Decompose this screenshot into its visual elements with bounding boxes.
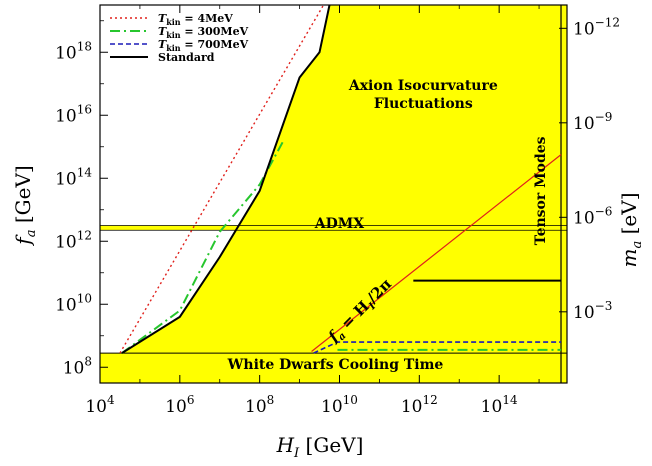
series-line-1	[121, 139, 285, 354]
annotation-tensor-modes: Tensor Modes	[533, 136, 549, 245]
legend-label-0: Tkin = 4MeV	[158, 12, 233, 27]
legend-label-3: Standard	[158, 51, 215, 64]
y2-tick-label: 10−3	[573, 299, 612, 323]
x-tick-label: 106	[165, 393, 194, 417]
y-tick-label: 1010	[55, 291, 92, 315]
series-line-2	[313, 341, 562, 354]
series-line-3	[121, 5, 331, 354]
y-tick-label: 1014	[55, 165, 92, 189]
y2-axis-label: ma [eV]	[617, 193, 645, 268]
y-tick-label: 1018	[55, 39, 92, 63]
series-line-6	[311, 154, 562, 352]
plot-area	[100, 5, 567, 383]
axes: 104 106 108 1010 1012 1014 108 1010 1012 1014 1016…	[55, 4, 620, 417]
annotation-axion-iso: Axion Isocurvature Fluctuations	[348, 78, 498, 112]
x-tick-label: 1012	[401, 393, 438, 417]
plot-frame	[99, 4, 568, 384]
annotation-admx: ADMX	[314, 216, 365, 232]
plot-clip-group	[100, 5, 567, 383]
legend-label-1: Tkin = 300MeV	[158, 25, 249, 40]
x-axis-label: HI [GeV]	[276, 433, 364, 461]
x-tick-label: 108	[245, 393, 274, 417]
x-tick-label: 104	[85, 393, 115, 417]
white-dwarf-band	[100, 353, 567, 383]
y-axis-label: fa [GeV]	[11, 165, 39, 246]
y-tick-label: 1016	[55, 102, 92, 126]
y-tick-label: 108	[63, 354, 92, 378]
y-tick-label: 1012	[55, 228, 92, 252]
y2-tick-label: 10−6	[573, 204, 612, 228]
series-line-0	[119, 5, 325, 354]
x-tick-label: 1014	[481, 393, 518, 417]
legend-label-2: Tkin = 700MeV	[158, 38, 249, 53]
isocurvature-region	[121, 5, 567, 383]
admx-band	[100, 225, 567, 231]
y2-tick-label: 10−12	[573, 15, 620, 39]
y2-tick-label: 10−9	[573, 110, 612, 134]
x-tick-label: 1010	[321, 393, 358, 417]
annotation-white-dwarfs: White Dwarfs Cooling Time	[227, 357, 444, 373]
